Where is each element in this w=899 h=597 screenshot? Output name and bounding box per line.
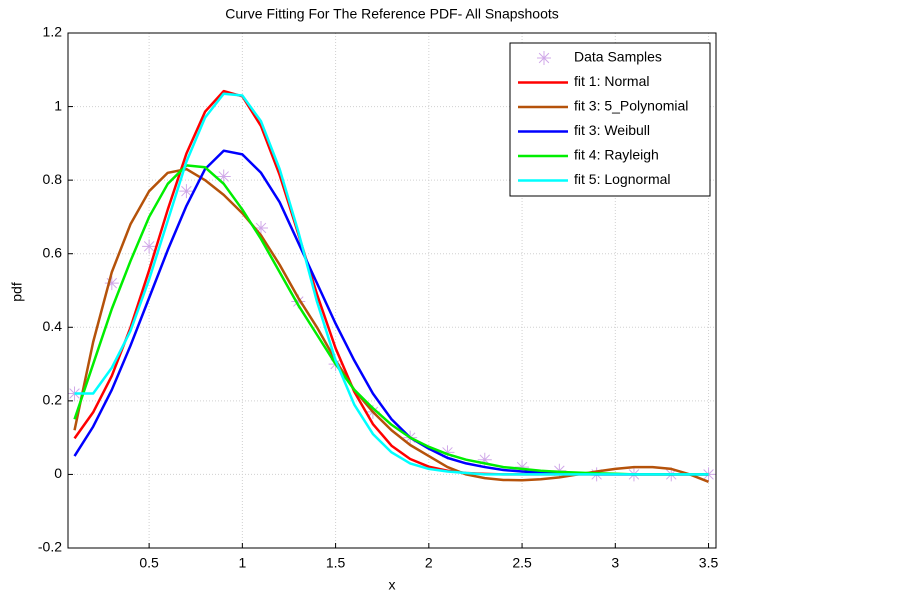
data-point: [477, 452, 492, 467]
y-tick-label: 0.4: [43, 318, 63, 334]
x-tick-label: 2.5: [512, 555, 532, 571]
legend-label: fit 3: 5_Polynomial: [574, 98, 688, 114]
y-tick-label: 0.6: [43, 244, 63, 260]
legend: Data Samples fit 1: Normal fit 3: 5_Polyno…: [509, 42, 711, 197]
data-point: [179, 184, 194, 199]
data-point: [104, 276, 119, 291]
axes-box: [67, 32, 717, 549]
x-tick-label: 1: [238, 555, 246, 571]
chart-title: Curve Fitting For The Reference PDF- All…: [225, 6, 559, 22]
data-point: [515, 460, 530, 475]
x-tick-label: 2: [425, 555, 433, 571]
data-point: [68, 386, 82, 401]
y-tick-label: -0.2: [38, 539, 62, 555]
data-point: [701, 467, 716, 482]
legend-label: fit 4: Rayleigh: [574, 147, 659, 163]
legend-box: [509, 42, 711, 197]
y-tick-label: 1: [54, 97, 62, 113]
legend-label: fit 1: Normal: [574, 73, 649, 89]
y-tick-label: 0.2: [43, 392, 63, 408]
y-tick-label: 1.2: [43, 24, 63, 40]
legend-label: Data Samples: [574, 49, 662, 65]
x-tick-label: 1.5: [326, 555, 346, 571]
data-point: [440, 445, 455, 460]
y-tick-label: 0.8: [43, 171, 63, 187]
x-tick-label: 3: [611, 555, 619, 571]
legend-label: fit 3: Weibull: [574, 122, 650, 138]
x-tick-label: 3.5: [699, 555, 719, 571]
y-tick-label: 0: [54, 465, 62, 481]
x-tick-label: 0.5: [139, 555, 159, 571]
data-point: [216, 169, 231, 184]
plot-area: [68, 89, 716, 483]
fit-curve: [74, 92, 709, 476]
y-axis-label: pdf: [9, 282, 25, 302]
legend-marker: [537, 51, 551, 65]
data-point: [142, 239, 157, 254]
x-axis-label: x: [389, 577, 396, 593]
legend-label: fit 5: Lognormal: [574, 171, 671, 187]
data-point: [291, 294, 306, 309]
data-point: [254, 220, 269, 235]
